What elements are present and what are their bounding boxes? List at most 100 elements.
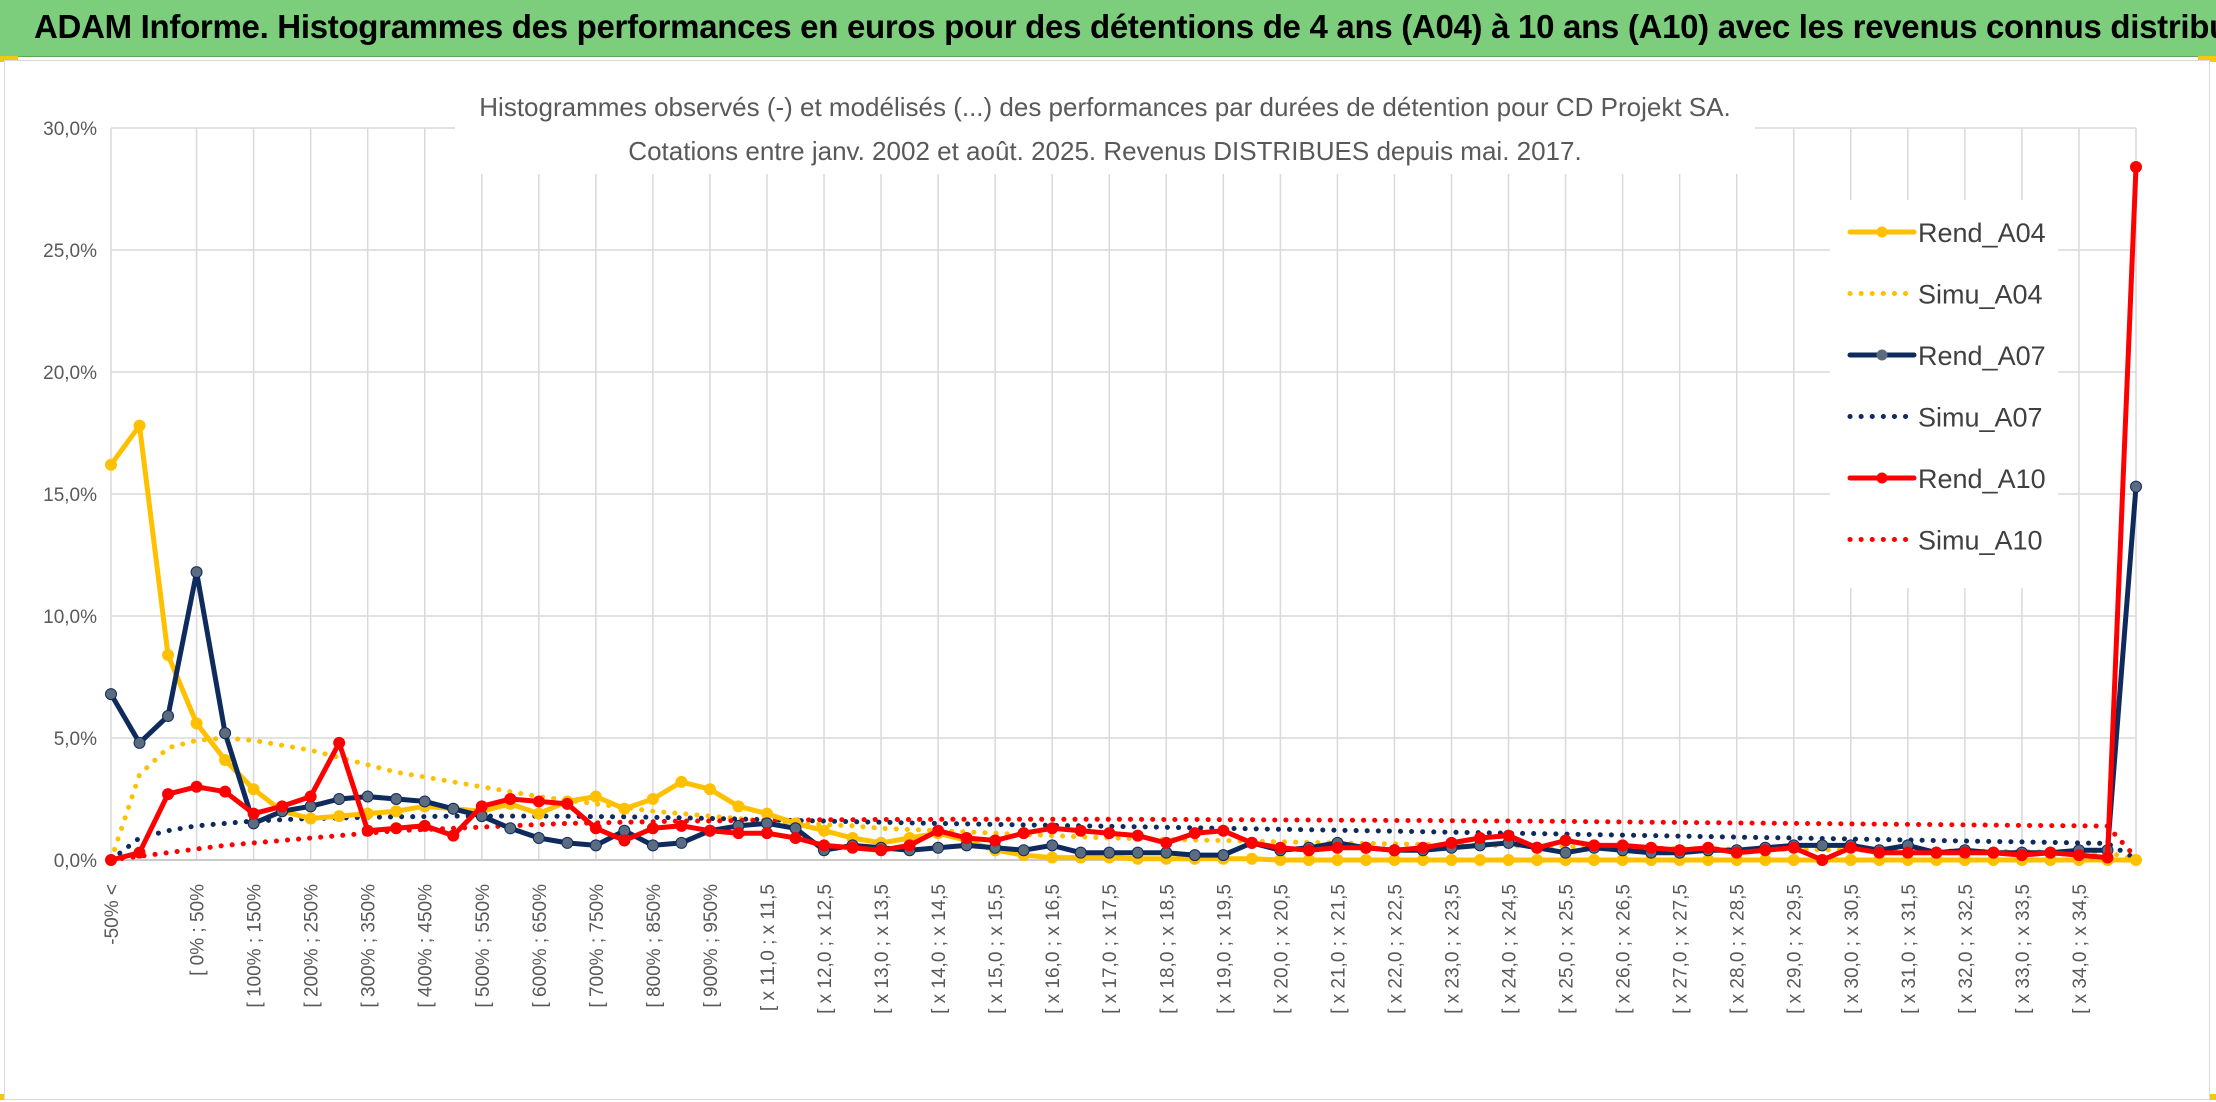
- data-point: [447, 829, 460, 842]
- data-point: [1844, 854, 1857, 866]
- x-tick-label: [ x 12,0 ; x 12,5: [815, 884, 836, 1014]
- data-point: [1017, 844, 1030, 857]
- y-tick-label: 0,0%: [54, 851, 97, 872]
- y-tick-label: 15,0%: [43, 485, 97, 506]
- data-point: [190, 566, 203, 579]
- data-point: [1474, 832, 1487, 845]
- data-point: [1930, 846, 1943, 859]
- data-point: [219, 785, 232, 798]
- x-tick-label: [ x 14,0 ; x 14,5: [929, 884, 950, 1014]
- y-tick-label: 10,0%: [43, 607, 97, 628]
- data-point: [1046, 822, 1059, 835]
- data-point: [2072, 849, 2085, 862]
- data-point: [1046, 839, 1059, 852]
- data-point: [1502, 829, 1515, 842]
- data-point: [1816, 839, 1829, 852]
- data-point: [1331, 854, 1344, 866]
- data-point: [1702, 841, 1715, 854]
- x-tick-label: [ x 15,0 ; x 15,5: [986, 884, 1007, 1014]
- data-point: [618, 834, 631, 847]
- legend-marker: [1876, 226, 1888, 238]
- y-tick-label: 30,0%: [43, 119, 97, 140]
- report-title: ADAM Informe. Histogrammes des performan…: [34, 8, 2216, 45]
- data-point: [589, 839, 602, 852]
- data-point: [2044, 846, 2057, 859]
- data-point: [133, 846, 146, 859]
- data-point: [1245, 852, 1258, 865]
- data-point: [2101, 851, 2114, 864]
- x-tick-label: [ x 23,0 ; x 23,5: [1442, 884, 1463, 1014]
- chart-title: Histogrammes observés (-) et modélisés (…: [479, 92, 1730, 122]
- x-tick-label: [ x 21,0 ; x 21,5: [1328, 884, 1349, 1014]
- x-tick-label: [ 700% ; 750%: [587, 884, 608, 1008]
- chart-subtitle: Cotations entre janv. 2002 et août. 2025…: [628, 136, 1581, 166]
- x-tick-label: [ x 22,0 ; x 22,5: [1385, 884, 1406, 1014]
- data-point: [105, 458, 117, 471]
- x-tick-label: [ x 30,0 ; x 30,5: [1842, 884, 1863, 1014]
- data-point: [1531, 854, 1544, 866]
- data-point: [1873, 846, 1886, 859]
- data-point: [1616, 839, 1629, 852]
- data-point: [1901, 846, 1914, 859]
- report-banner: ADAM Informe. Histogrammes des performan…: [0, 0, 2216, 57]
- x-tick-label: [ x 32,0 ; x 32,5: [1956, 884, 1977, 1014]
- data-point: [1588, 854, 1601, 866]
- data-point: [818, 824, 831, 837]
- data-point: [390, 805, 403, 818]
- x-tick-label: [ x 27,0 ; x 27,5: [1671, 884, 1692, 1014]
- data-point: [1331, 841, 1344, 854]
- data-point: [960, 832, 973, 845]
- x-tick-label: [ x 17,0 ; x 17,5: [1100, 884, 1121, 1014]
- x-tick-label: [ x 29,0 ; x 29,5: [1785, 884, 1806, 1014]
- data-point: [418, 795, 431, 808]
- data-point: [1131, 829, 1144, 842]
- series-line-simu-a10: [108, 816, 2139, 863]
- data-point: [932, 841, 945, 854]
- data-point: [532, 795, 545, 808]
- data-point: [732, 827, 745, 840]
- data-point: [1359, 854, 1372, 866]
- data-point: [989, 834, 1002, 847]
- corner-accent: [0, 56, 18, 62]
- data-point: [789, 832, 802, 845]
- data-point: [504, 822, 517, 835]
- data-point: [475, 800, 488, 813]
- data-point: [133, 419, 146, 432]
- data-point: [846, 841, 859, 854]
- data-point: [589, 790, 602, 803]
- data-point: [818, 839, 831, 852]
- x-tick-label: [ x 18,0 ; x 18,5: [1157, 884, 1178, 1014]
- data-point: [1645, 841, 1658, 854]
- data-point: [333, 810, 346, 823]
- data-point: [219, 727, 232, 740]
- data-point: [1217, 849, 1230, 862]
- data-point: [361, 790, 374, 803]
- data-point: [1017, 827, 1030, 840]
- x-tick-label: [ x 16,0 ; x 16,5: [1043, 884, 1064, 1014]
- data-point: [1559, 834, 1572, 847]
- data-point: [133, 736, 146, 749]
- data-point: [646, 822, 659, 835]
- data-point: [333, 793, 346, 805]
- data-point: [361, 824, 374, 837]
- data-point: [1531, 841, 1544, 854]
- data-point: [1987, 846, 2000, 859]
- data-point: [219, 753, 232, 766]
- data-point: [1787, 854, 1800, 866]
- data-point: [932, 824, 945, 837]
- x-tick-label: [ x 20,0 ; x 20,5: [1271, 884, 1292, 1014]
- data-point: [875, 844, 888, 857]
- x-tick-label: [ x 24,0 ; x 24,5: [1500, 884, 1521, 1014]
- x-tick-label: [ x 11,0 ; x 11,5: [758, 884, 779, 1011]
- x-tick-label: [ 200% ; 250%: [302, 884, 323, 1008]
- x-tick-label: [ 500% ; 550%: [473, 884, 494, 1008]
- x-tick-label: [ x 28,0 ; x 28,5: [1728, 884, 1749, 1014]
- data-point: [1730, 846, 1743, 859]
- x-tick-label: [ 300% ; 350%: [359, 884, 380, 1008]
- data-point: [1759, 844, 1772, 857]
- x-tick-label: [ x 34,0 ; x 34,5: [2070, 884, 2091, 1014]
- data-point: [1844, 841, 1857, 854]
- data-point: [333, 736, 346, 749]
- data-point: [675, 836, 688, 849]
